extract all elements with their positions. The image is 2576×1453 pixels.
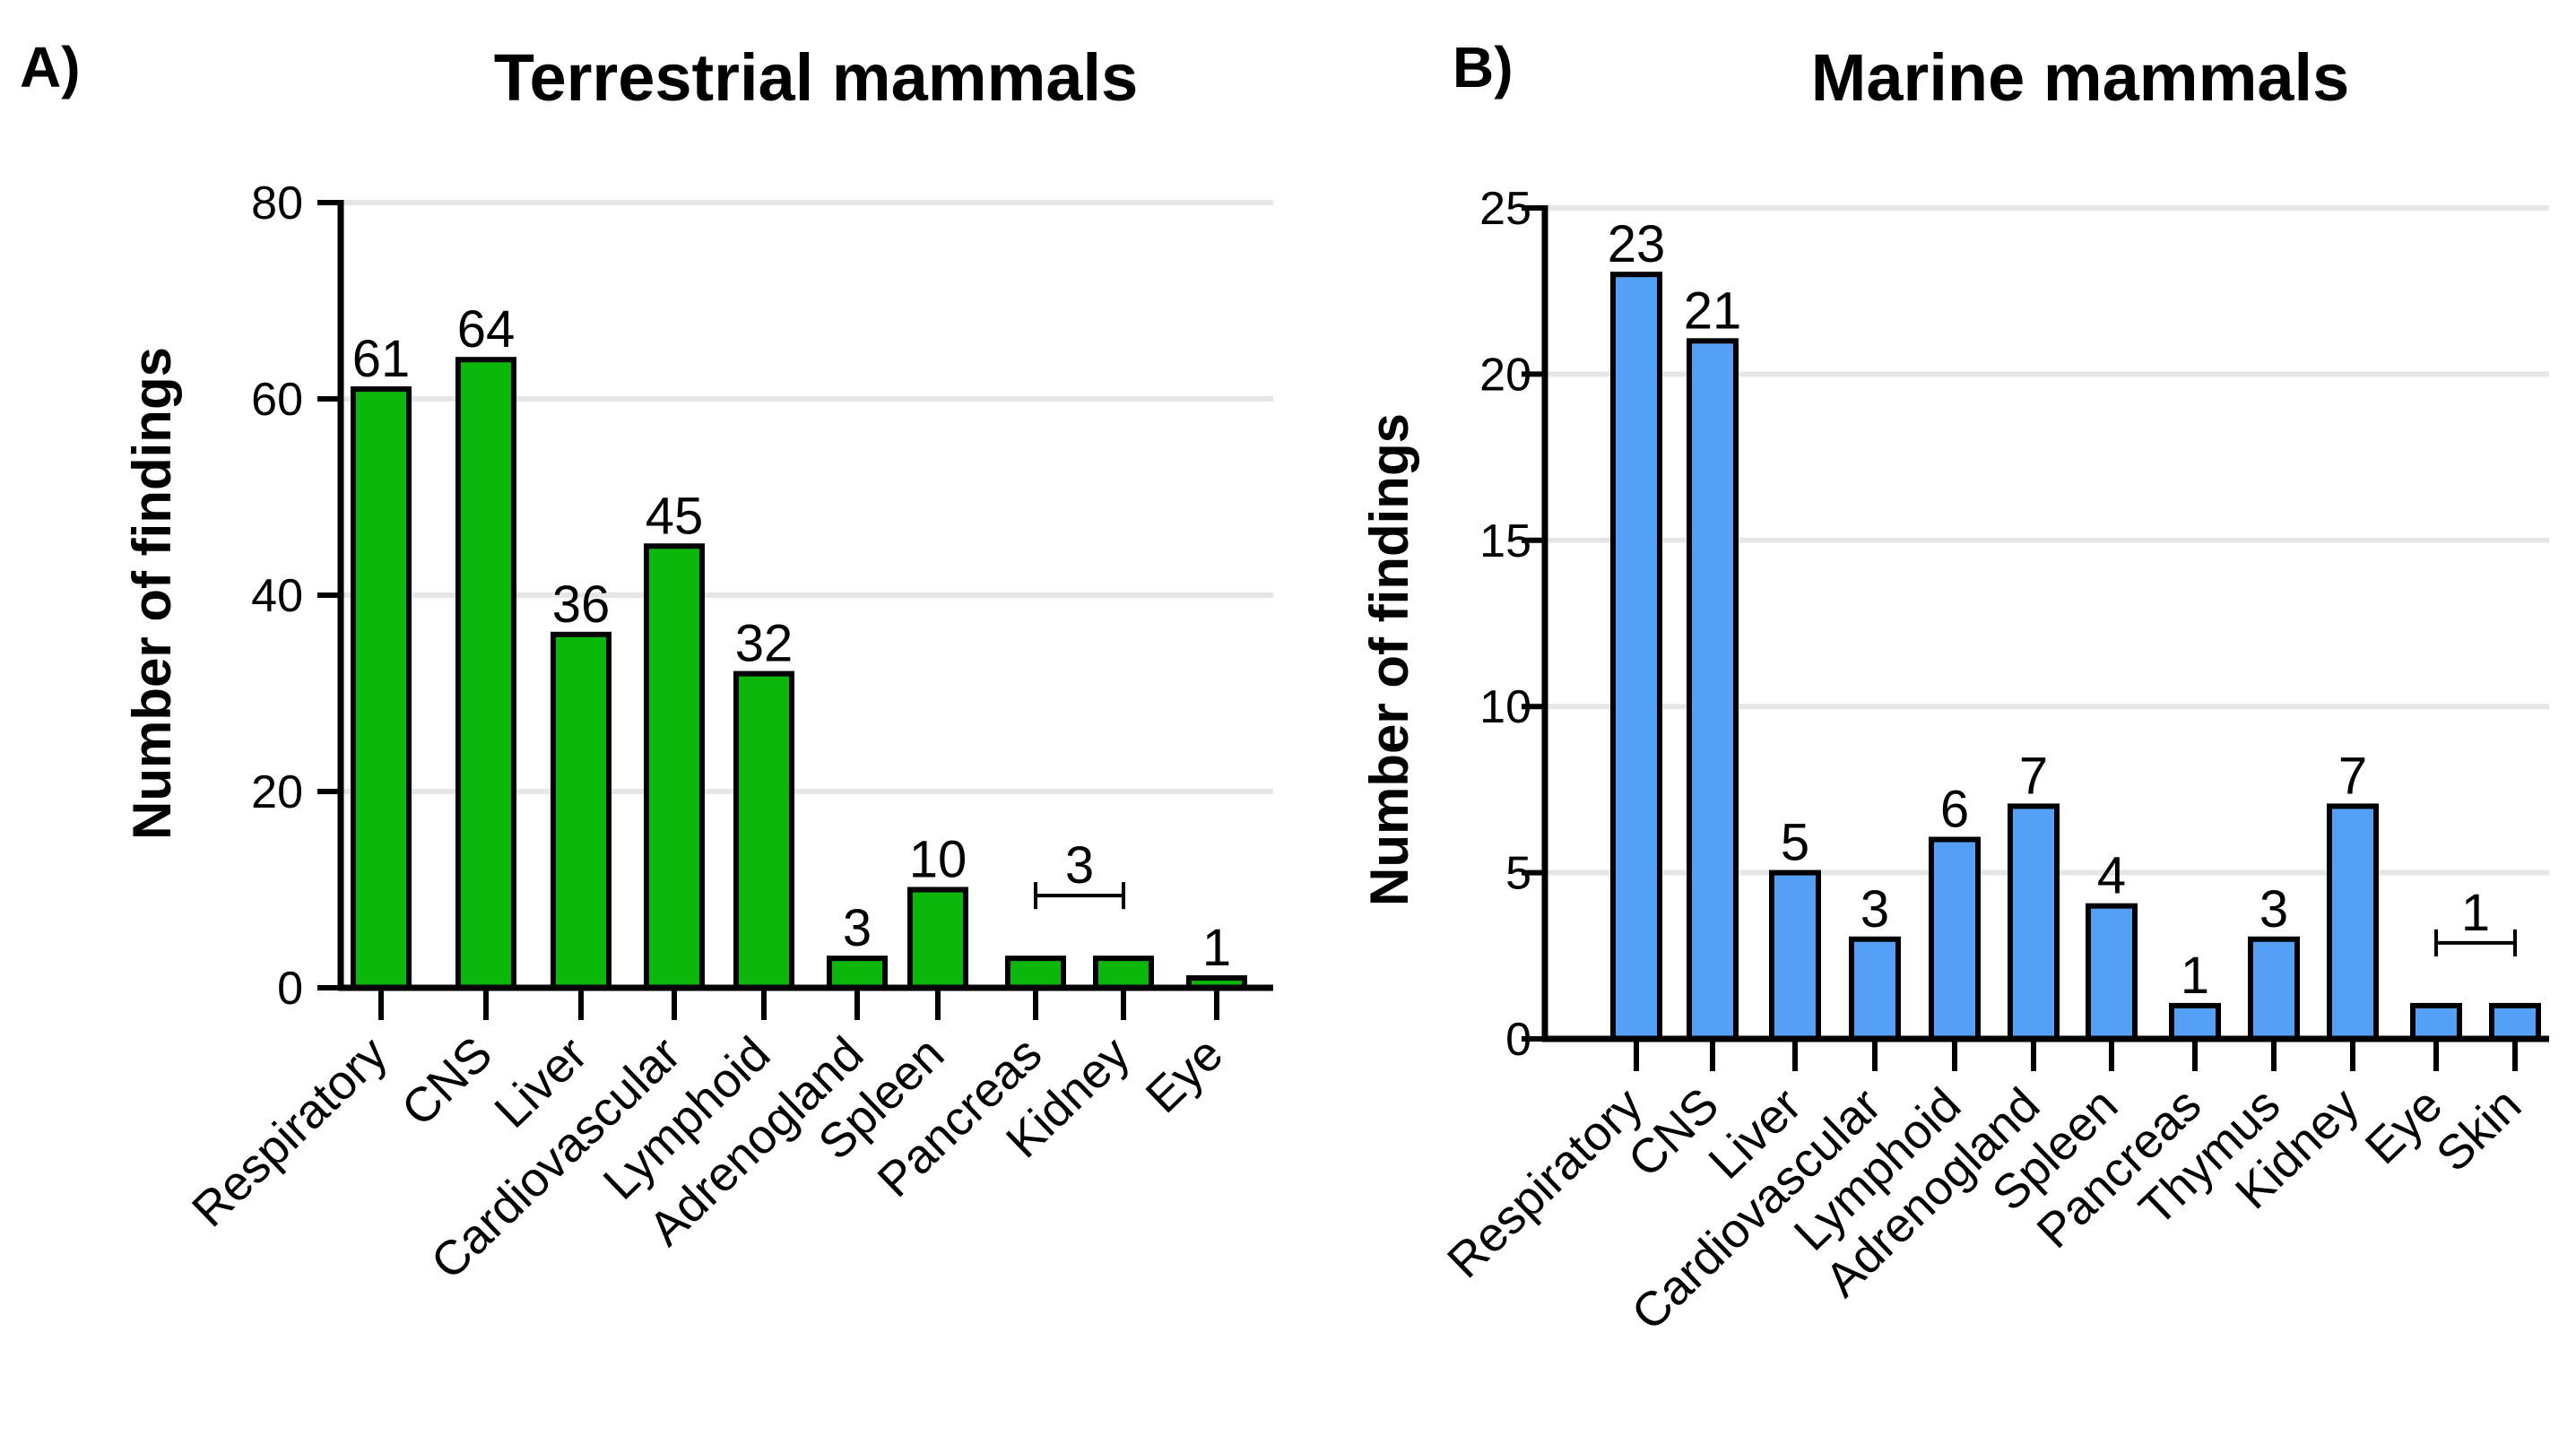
y-tick-label: 80: [251, 177, 303, 229]
bar-eye: [2410, 1002, 2462, 1042]
bar-pancreas: [2169, 1002, 2221, 1042]
data-label: 1: [2461, 884, 2490, 942]
bar-adrenogland: [827, 956, 888, 991]
data-label: 4: [2097, 847, 2126, 905]
bar-cardiovascular: [1849, 936, 1901, 1042]
data-label: 3: [843, 899, 872, 957]
bar-cardiovascular: [644, 543, 705, 990]
data-label: 32: [735, 615, 794, 673]
data-label: 1: [1202, 919, 1231, 977]
x-tick-label: CNS: [1618, 1077, 1730, 1187]
y-tick-label: 20: [1479, 349, 1531, 401]
bar-lymphoid: [733, 670, 794, 990]
x-tick-label: CNS: [392, 1026, 503, 1136]
y-axis-label: Number of findings: [1359, 413, 1419, 906]
panel-label: A): [20, 35, 81, 99]
x-tick-label: Skin: [2426, 1077, 2531, 1181]
y-tick-label: 40: [251, 570, 303, 622]
y-tick-label: 5: [1505, 848, 1531, 900]
y-tick-label: 0: [277, 963, 303, 1015]
y-tick-label: 10: [1479, 681, 1531, 733]
y-tick-label: 0: [1505, 1014, 1531, 1066]
bar-lymphoid: [1929, 836, 1981, 1042]
x-tick-label: Eye: [2355, 1077, 2453, 1174]
x-tick-label: Respiratory: [182, 1026, 397, 1237]
bar-adrenogland: [2008, 803, 2060, 1042]
y-tick-label: 25: [1479, 183, 1531, 235]
bar-spleen: [907, 887, 968, 990]
bar-kidney: [1093, 956, 1154, 991]
data-label: 23: [1608, 215, 1666, 273]
chart-title: Terrestrial mammals: [494, 40, 1138, 115]
data-label: 61: [352, 330, 411, 388]
bar-liver: [1769, 869, 1821, 1042]
x-tick-label: Eye: [1136, 1026, 1234, 1123]
bar-kidney: [2327, 803, 2379, 1042]
data-label: 3: [1065, 836, 1094, 895]
bar-spleen: [2086, 903, 2138, 1042]
y-axis-label: Number of findings: [122, 347, 182, 840]
x-tick-label: Respiratory: [1437, 1077, 1652, 1288]
data-label: 21: [1684, 281, 1742, 340]
data-label: 3: [2259, 880, 2288, 938]
data-label: 64: [457, 300, 516, 359]
data-label: 3: [1860, 880, 1889, 938]
bar-pancreas: [1005, 956, 1066, 991]
bar-respiratory: [351, 386, 412, 990]
data-label: 5: [1781, 814, 1809, 872]
data-label: 10: [909, 831, 967, 889]
y-tick-label: 60: [251, 374, 303, 426]
bar-skin: [2489, 1002, 2541, 1042]
bar-cns: [455, 357, 516, 990]
bar-thymus: [2248, 936, 2300, 1042]
y-tick-label: 15: [1479, 515, 1531, 567]
chart-title: Marine mammals: [1811, 40, 2350, 115]
bar-cns: [1687, 338, 1739, 1042]
bar-liver: [551, 631, 611, 990]
data-label: 1: [2181, 947, 2209, 1005]
data-label: 7: [2019, 747, 2048, 805]
data-label: 45: [646, 487, 704, 545]
y-tick-label: 20: [251, 766, 303, 818]
data-label: 7: [2338, 747, 2367, 805]
bar-respiratory: [1610, 272, 1662, 1042]
chart-panel-a: A) Terrestrial mammals Number of findings 0…: [20, 35, 1273, 1290]
panel-label: B): [1453, 35, 1514, 99]
data-label: 6: [1940, 781, 1969, 839]
data-label: 36: [552, 575, 611, 634]
